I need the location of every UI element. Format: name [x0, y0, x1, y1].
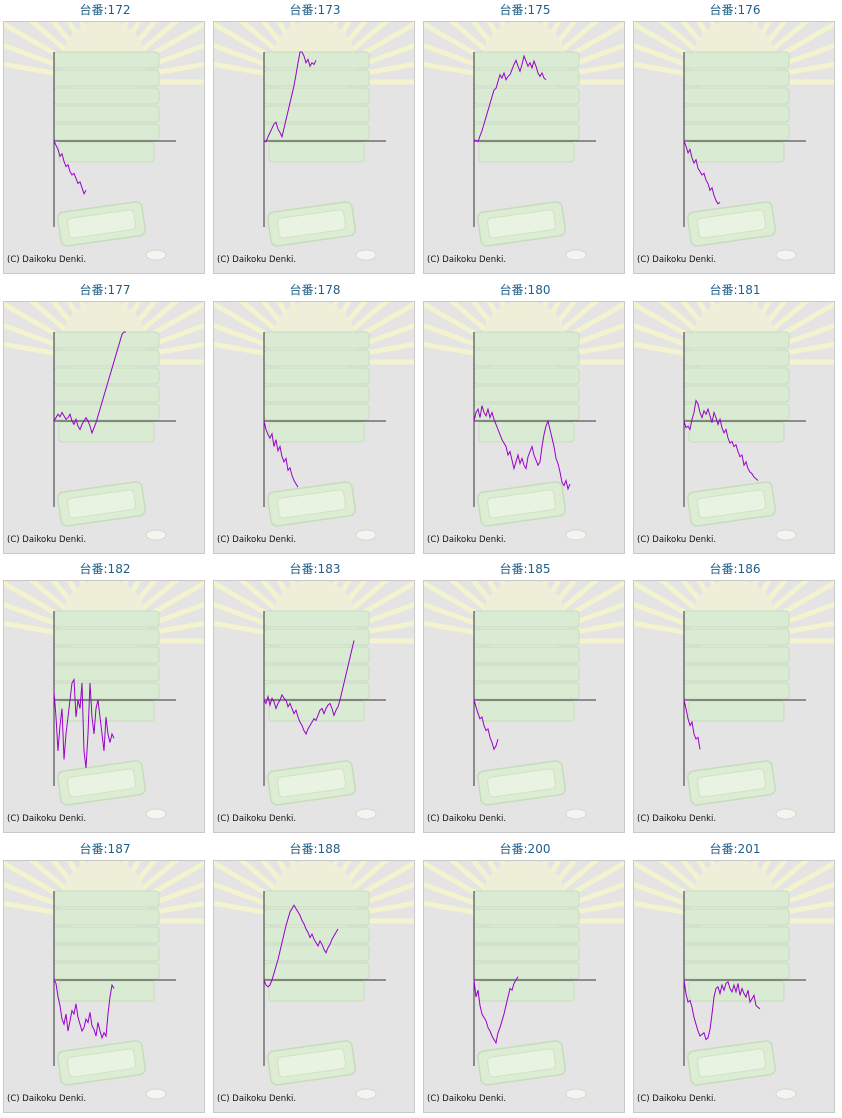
background-artwork: [214, 22, 414, 261]
copyright-text: (C) Daikoku Denki.: [427, 814, 506, 824]
series-line: [53, 331, 126, 435]
copyright-text: (C) Daikoku Denki.: [7, 535, 86, 545]
chart-frame: (C) Daikoku Denki.: [423, 21, 625, 274]
chart-title[interactable]: 台番:185: [499, 562, 551, 576]
chart-frame: (C) Daikoku Denki.: [3, 301, 205, 554]
chart-frame: (C) Daikoku Denki.: [633, 301, 835, 554]
line-chart: (C) Daikoku Denki.: [214, 302, 414, 545]
series-line: [473, 54, 547, 143]
line-chart: (C) Daikoku Denki.: [4, 302, 204, 545]
line-chart: (C) Daikoku Denki.: [634, 302, 834, 545]
copyright-text: (C) Daikoku Denki.: [637, 255, 716, 265]
chart-frame: (C) Daikoku Denki.: [633, 21, 835, 274]
chart-title[interactable]: 台番:186: [709, 562, 761, 576]
line-chart: (C) Daikoku Denki.: [214, 581, 414, 824]
copyright-text: (C) Daikoku Denki.: [217, 1094, 296, 1104]
copyright-text: (C) Daikoku Denki.: [427, 255, 506, 265]
chart-title[interactable]: 台番:173: [289, 3, 341, 17]
copyright-text: (C) Daikoku Denki.: [427, 1094, 506, 1104]
series-line: [53, 677, 115, 769]
line-chart: (C) Daikoku Denki.: [634, 22, 834, 265]
chart-frame: (C) Daikoku Denki.: [633, 860, 835, 1113]
chart-frame: (C) Daikoku Denki.: [423, 301, 625, 554]
copyright-text: (C) Daikoku Denki.: [427, 535, 506, 545]
background-artwork: [634, 302, 834, 541]
background-artwork: [634, 581, 834, 820]
copyright-text: (C) Daikoku Denki.: [217, 255, 296, 265]
background-artwork: [4, 302, 204, 541]
line-chart: (C) Daikoku Denki.: [424, 581, 624, 824]
chart-title[interactable]: 台番:200: [499, 842, 551, 856]
line-chart: (C) Daikoku Denki.: [4, 581, 204, 824]
chart-frame: (C) Daikoku Denki.: [213, 21, 415, 274]
series-line: [473, 976, 519, 1045]
chart-frame: (C) Daikoku Denki.: [213, 301, 415, 554]
series-line: [263, 904, 339, 988]
chart-title[interactable]: 台番:177: [79, 283, 131, 297]
chart-frame: (C) Daikoku Denki.: [3, 860, 205, 1113]
copyright-text: (C) Daikoku Denki.: [7, 814, 86, 824]
background-artwork: [424, 861, 624, 1100]
background-artwork: [634, 22, 834, 261]
copyright-text: (C) Daikoku Denki.: [637, 1094, 716, 1104]
background-artwork: [4, 861, 204, 1100]
chart-frame: (C) Daikoku Denki.: [423, 580, 625, 833]
chart-frame: (C) Daikoku Denki.: [213, 860, 415, 1113]
series-line: [53, 979, 115, 1040]
copyright-text: (C) Daikoku Denki.: [637, 535, 716, 545]
copyright-text: (C) Daikoku Denki.: [217, 814, 296, 824]
line-chart: (C) Daikoku Denki.: [634, 861, 834, 1104]
line-chart: (C) Daikoku Denki.: [214, 861, 414, 1104]
background-artwork: [4, 22, 204, 261]
series-line: [683, 399, 759, 481]
series-line: [683, 979, 761, 1041]
chart-title[interactable]: 台番:178: [289, 283, 341, 297]
chart-frame: (C) Daikoku Denki.: [633, 580, 835, 833]
chart-frame: (C) Daikoku Denki.: [213, 580, 415, 833]
line-chart: (C) Daikoku Denki.: [634, 581, 834, 824]
chart-title[interactable]: 台番:175: [499, 3, 551, 17]
chart-frame: (C) Daikoku Denki.: [3, 580, 205, 833]
copyright-text: (C) Daikoku Denki.: [7, 255, 86, 265]
chart-title[interactable]: 台番:182: [79, 562, 131, 576]
line-chart: (C) Daikoku Denki.: [424, 22, 624, 265]
line-chart: (C) Daikoku Denki.: [424, 861, 624, 1104]
series-line: [683, 699, 701, 750]
chart-title[interactable]: 台番:188: [289, 842, 341, 856]
chart-title[interactable]: 台番:176: [709, 3, 761, 17]
series-line: [473, 699, 499, 751]
copyright-text: (C) Daikoku Denki.: [7, 1094, 86, 1104]
background-artwork: [214, 861, 414, 1100]
background-artwork: [424, 22, 624, 261]
series-line: [263, 640, 355, 736]
series-line: [263, 420, 299, 488]
series-line: [53, 140, 87, 195]
copyright-text: (C) Daikoku Denki.: [217, 535, 296, 545]
line-chart: (C) Daikoku Denki.: [424, 302, 624, 545]
chart-title[interactable]: 台番:172: [79, 3, 131, 17]
chart-title[interactable]: 台番:187: [79, 842, 131, 856]
copyright-text: (C) Daikoku Denki.: [637, 814, 716, 824]
series-line: [473, 405, 571, 491]
background-artwork: [214, 581, 414, 820]
background-artwork: [214, 302, 414, 541]
line-chart: (C) Daikoku Denki.: [214, 22, 414, 265]
chart-frame: (C) Daikoku Denki.: [3, 21, 205, 274]
chart-frame: (C) Daikoku Denki.: [423, 860, 625, 1113]
chart-title[interactable]: 台番:180: [499, 283, 551, 297]
line-chart: (C) Daikoku Denki.: [4, 861, 204, 1104]
series-line: [683, 140, 721, 205]
background-artwork: [424, 302, 624, 541]
background-artwork: [424, 581, 624, 820]
chart-title[interactable]: 台番:201: [709, 842, 761, 856]
line-chart: (C) Daikoku Denki.: [4, 22, 204, 265]
chart-title[interactable]: 台番:181: [709, 283, 761, 297]
series-line: [263, 51, 317, 143]
chart-title[interactable]: 台番:183: [289, 562, 341, 576]
background-artwork: [4, 581, 204, 820]
